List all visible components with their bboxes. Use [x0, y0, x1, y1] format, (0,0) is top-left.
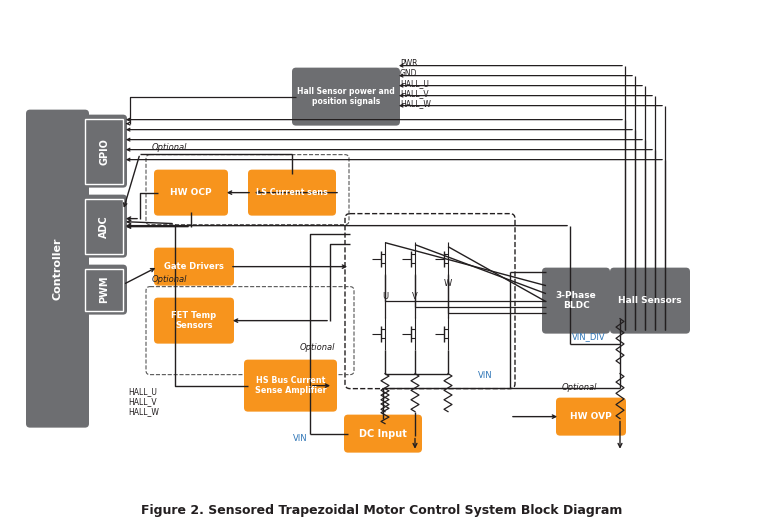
Text: U: U	[382, 292, 388, 301]
Text: ADC: ADC	[99, 215, 109, 238]
Text: LS Current sens: LS Current sens	[256, 188, 328, 197]
Text: PWM: PWM	[99, 276, 109, 303]
Text: V: V	[412, 292, 418, 301]
Text: HALL_W: HALL_W	[400, 99, 431, 108]
Text: PWR: PWR	[400, 59, 417, 68]
FancyBboxPatch shape	[154, 170, 228, 216]
Text: 3-Phase
BLDC: 3-Phase BLDC	[555, 291, 597, 311]
Text: HALL_U: HALL_U	[128, 387, 157, 396]
Text: GND: GND	[400, 69, 417, 78]
Text: HS Bus Current
Sense Amplifier: HS Bus Current Sense Amplifier	[255, 376, 327, 395]
Text: VIN: VIN	[478, 371, 493, 380]
FancyBboxPatch shape	[610, 268, 690, 334]
Text: Hall Sensors: Hall Sensors	[618, 296, 682, 305]
Bar	[85, 198, 123, 253]
FancyBboxPatch shape	[344, 415, 422, 453]
FancyBboxPatch shape	[154, 298, 234, 344]
FancyBboxPatch shape	[292, 68, 400, 125]
Text: Controller: Controller	[53, 238, 63, 300]
Text: Hall Sensor power and
position signals: Hall Sensor power and position signals	[297, 87, 395, 106]
Text: HW OVP: HW OVP	[570, 412, 612, 421]
Text: HALL_U: HALL_U	[400, 79, 429, 88]
Text: Optional: Optional	[152, 275, 188, 284]
Text: HALL_V: HALL_V	[128, 397, 156, 406]
FancyBboxPatch shape	[26, 110, 89, 427]
Text: VIN: VIN	[293, 434, 307, 443]
FancyBboxPatch shape	[81, 264, 127, 315]
Text: Gate Drivers: Gate Drivers	[164, 262, 224, 271]
Text: VIN_DIV: VIN_DIV	[572, 332, 606, 341]
FancyBboxPatch shape	[154, 248, 234, 286]
FancyBboxPatch shape	[248, 170, 336, 216]
Text: HALL_W: HALL_W	[128, 407, 159, 416]
Text: FET Temp
Sensors: FET Temp Sensors	[172, 311, 217, 330]
Text: HALL_V: HALL_V	[400, 89, 429, 98]
Bar	[85, 269, 123, 311]
Bar	[85, 118, 123, 184]
FancyBboxPatch shape	[244, 360, 337, 412]
Text: HW OCP: HW OCP	[170, 188, 212, 197]
Text: DC Input: DC Input	[359, 428, 407, 439]
FancyBboxPatch shape	[542, 268, 610, 334]
FancyBboxPatch shape	[81, 115, 127, 188]
Text: Figure 2. Sensored Trapezoidal Motor Control System Block Diagram: Figure 2. Sensored Trapezoidal Motor Con…	[141, 504, 622, 517]
FancyBboxPatch shape	[81, 195, 127, 258]
Text: Optional: Optional	[152, 143, 188, 152]
FancyBboxPatch shape	[556, 398, 626, 435]
Text: Optional: Optional	[300, 343, 336, 352]
Text: W: W	[444, 279, 452, 288]
Text: Optional: Optional	[562, 382, 597, 391]
Text: GPIO: GPIO	[99, 138, 109, 165]
